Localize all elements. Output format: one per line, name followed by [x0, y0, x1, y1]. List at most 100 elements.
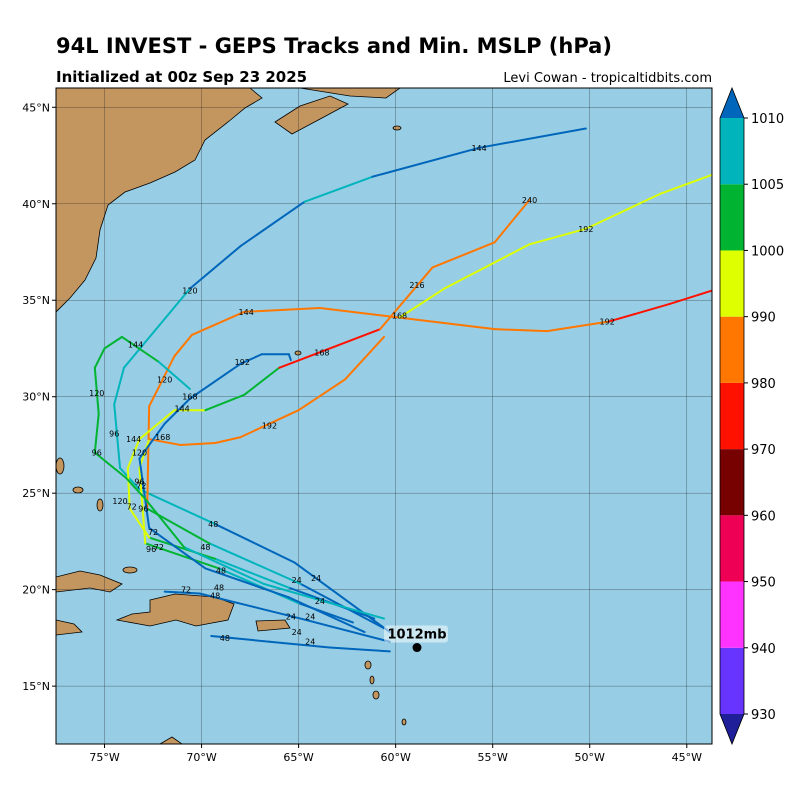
track-segment: [214, 557, 290, 589]
track-segment: [658, 173, 712, 196]
x-tick-label: 65°W: [283, 751, 313, 764]
y-tick-label: 15°N: [22, 680, 50, 693]
track-segment: [371, 146, 481, 178]
hour-label: 24: [305, 638, 315, 647]
y-tick-label: 45°N: [22, 101, 50, 114]
hour-label: 168: [155, 433, 170, 442]
track-segment: [293, 561, 391, 634]
track-segment: [214, 436, 242, 445]
hour-label: 96: [134, 478, 144, 487]
colorbar-box: [720, 382, 744, 450]
track-segment: [113, 403, 122, 470]
track-segment: [318, 306, 401, 319]
colorbar-label: 960: [751, 509, 776, 524]
track-segment: [218, 567, 300, 605]
track-segment: [146, 405, 151, 510]
land: [56, 88, 407, 744]
colorbar-label: 1005: [751, 178, 784, 193]
y-tick-label: 35°N: [22, 294, 50, 307]
track-segment: [173, 333, 193, 358]
y-tick-label: 20°N: [22, 584, 50, 597]
track-segment: [138, 422, 166, 460]
track-segment: [239, 409, 300, 439]
x-tick-label: 60°W: [380, 751, 410, 764]
ocean: [56, 88, 712, 744]
track-segment: [188, 362, 242, 400]
track-segment: [119, 467, 141, 491]
hour-label: 120: [182, 287, 197, 296]
track-segment: [138, 457, 151, 529]
track-segment: [668, 289, 712, 306]
track-segment: [208, 542, 302, 585]
colorbar-box: [720, 118, 744, 185]
track-segment: [398, 287, 446, 319]
hour-label: 168: [182, 393, 197, 402]
track-segment: [239, 200, 306, 248]
hour-label: 96: [146, 545, 156, 554]
credit: Levi Cowan - tropicaltidbits.com: [503, 71, 712, 86]
track-segment: [120, 335, 160, 363]
track-segment: [144, 497, 186, 549]
hour-label: 144: [175, 404, 190, 413]
track-segment: [198, 592, 302, 620]
track-segment: [262, 582, 385, 620]
track-segment: [210, 634, 271, 643]
hour-label: 24: [286, 613, 296, 622]
track-segment: [163, 590, 201, 595]
track-segment: [584, 193, 661, 230]
hour-label: 24: [311, 574, 321, 583]
subtitle: Initialized at 00z Sep 23 2025: [56, 68, 307, 86]
tracks: [93, 127, 712, 653]
x-tick-label: 75°W: [89, 751, 119, 764]
track-segment: [148, 526, 207, 570]
x-tick-label: 55°W: [477, 751, 507, 764]
track-segment: [239, 353, 263, 365]
track-segment: [214, 523, 296, 564]
hour-label: 72: [127, 503, 137, 512]
track-segment: [287, 353, 292, 362]
track-segment: [138, 409, 176, 441]
track-segment: [128, 507, 151, 539]
track-segment: [93, 347, 106, 369]
track-segment: [93, 451, 127, 479]
hour-label: 24: [292, 628, 302, 637]
track-segment: [493, 198, 531, 244]
hour-label: 120: [89, 389, 104, 398]
track-segment: [478, 127, 587, 149]
track-segment: [93, 366, 100, 416]
hour-label: 48: [208, 520, 218, 529]
track-segment: [163, 397, 191, 425]
hour-label: 48: [200, 543, 210, 552]
hour-label: 48: [210, 591, 220, 600]
hour-label: 144: [128, 341, 143, 350]
hour-label: 144: [471, 144, 486, 153]
colorbar-label: 930: [751, 708, 776, 723]
hour-label: 144: [239, 308, 254, 317]
hour-label: 72: [154, 543, 164, 552]
track-segment: [528, 227, 587, 246]
track-segment: [398, 316, 496, 331]
grid: 75°W 70°W 65°W 60°W 55°W 50°W 45°W 15°N 20°N 25°N…: [22, 88, 712, 764]
colorbar-box: [720, 449, 744, 516]
hour-label: 24: [305, 613, 315, 622]
colorbar-box: [720, 647, 744, 714]
track-segment: [243, 306, 321, 313]
hour-label: 192: [235, 358, 250, 367]
colorbar-label: 980: [751, 377, 776, 392]
track-segment: [124, 476, 147, 500]
plot-frame: [55, 87, 713, 745]
track-segment: [113, 366, 125, 406]
track-segment: [328, 646, 391, 653]
hour-label: 120: [157, 375, 172, 384]
colorbar-box: [720, 184, 744, 251]
y-tick-label: 30°N: [22, 391, 50, 404]
hour-label: 120: [112, 497, 127, 506]
colorbar-label: 1010: [751, 112, 784, 127]
track-segment: [204, 567, 290, 599]
colorbar-box: [720, 515, 744, 582]
hour-label: 192: [262, 422, 277, 431]
hour-label: 48: [214, 584, 224, 593]
track-segment: [344, 335, 385, 381]
track-segment: [268, 640, 331, 649]
